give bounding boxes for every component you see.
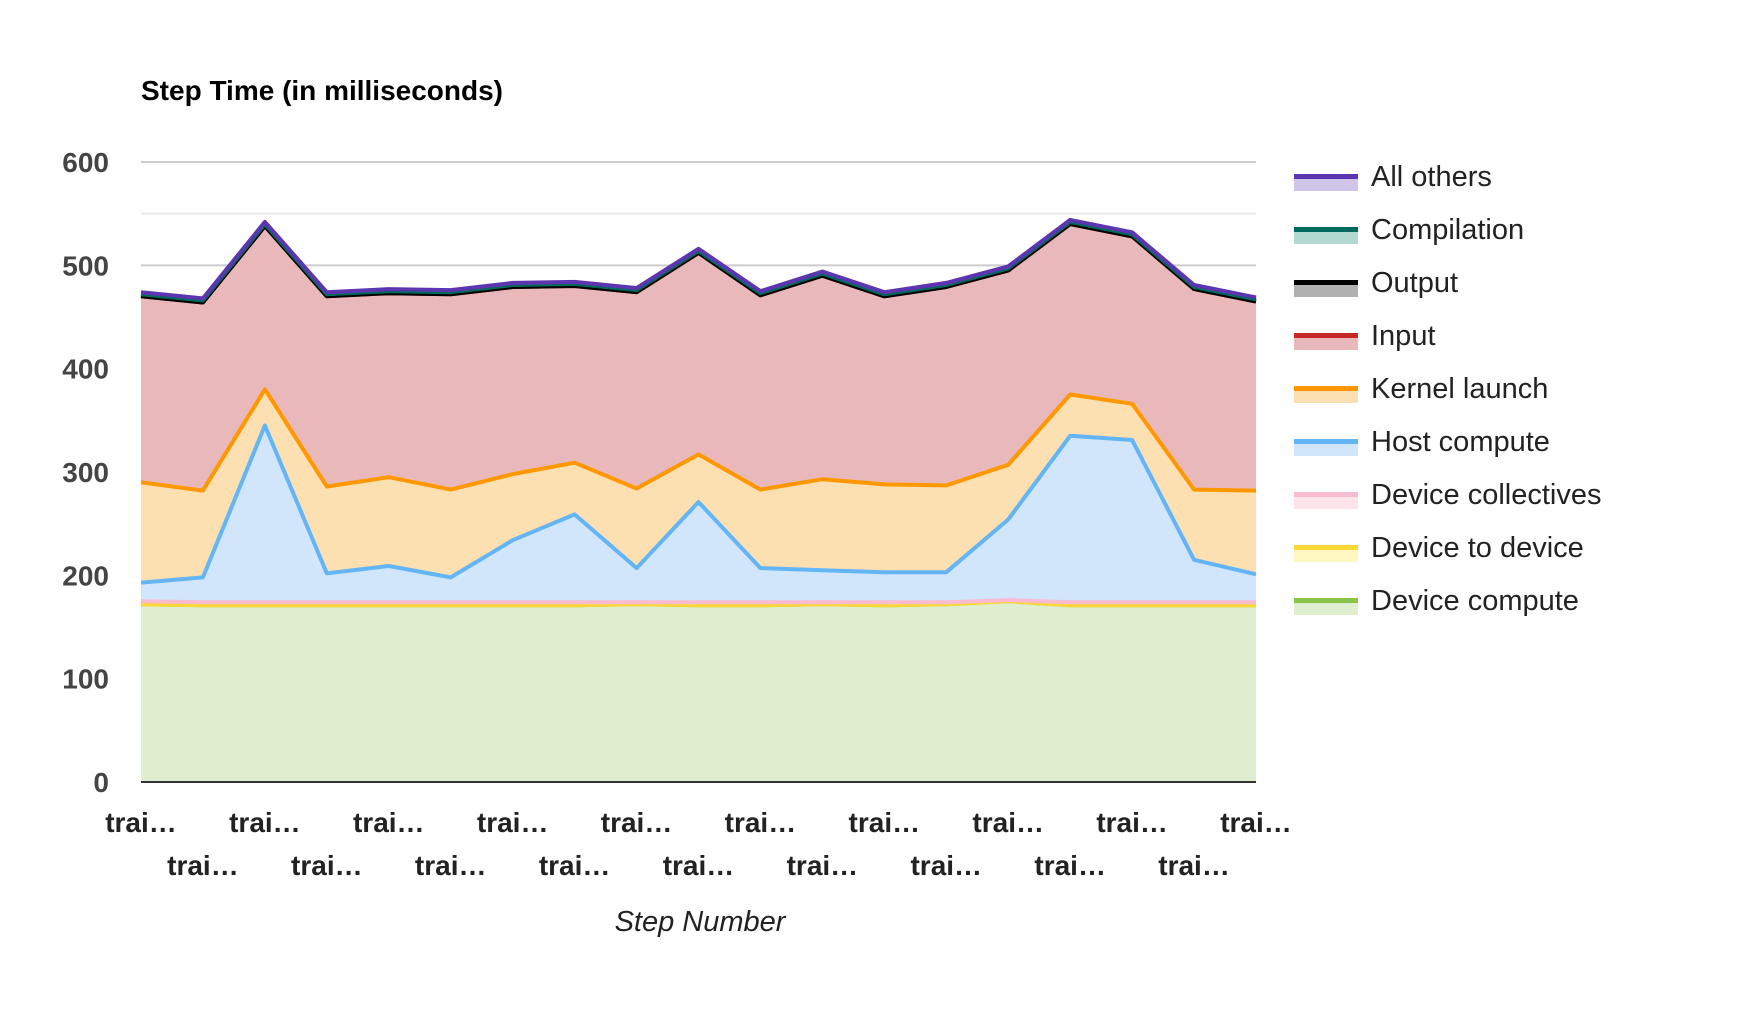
y-tick-label: 600 [62, 147, 109, 178]
legend-label: Compilation [1371, 214, 1524, 246]
line-device-to-device [140, 599, 1256, 608]
legend-swatch-line [1294, 439, 1358, 444]
line-all-others [140, 217, 1257, 301]
legend-swatch-fill [1294, 335, 1358, 350]
area-host-compute [141, 425, 1256, 603]
legend-swatch-fill [1294, 282, 1358, 297]
area-device-compute [141, 601, 1256, 782]
x-tick-label: trai… [972, 807, 1044, 838]
chart-title: Step Time (in milliseconds) [141, 75, 503, 106]
legend-swatch-fill [1294, 176, 1358, 191]
area-kernel-launch [141, 389, 1256, 583]
series-lines [140, 217, 1257, 608]
legend-item-all-others[interactable]: All others [1294, 161, 1492, 193]
legend-label: Device collectives [1371, 479, 1601, 511]
legend[interactable]: All others Compilation Output Input Kernel l… [1294, 161, 1601, 617]
legend-label: Kernel launch [1371, 373, 1548, 405]
x-tick-label: trai… [1096, 807, 1168, 838]
legend-swatch-fill [1294, 600, 1358, 615]
legend-label: Device compute [1371, 585, 1579, 617]
legend-swatch-fill [1294, 494, 1358, 509]
legend-swatch-fill [1294, 441, 1358, 456]
legend-label: Output [1371, 267, 1458, 299]
y-tick-label: 500 [62, 250, 109, 281]
legend-swatch-fill [1294, 229, 1358, 244]
legend-swatch-line [1294, 598, 1358, 603]
x-tick-label: trai… [415, 850, 487, 881]
legend-label: All others [1371, 161, 1492, 193]
x-tick-label: trai… [477, 807, 549, 838]
x-tick-label: trai… [1158, 850, 1230, 881]
x-tick-label: trai… [725, 807, 797, 838]
legend-swatch-line [1294, 386, 1358, 391]
legend-swatch-line [1294, 280, 1358, 285]
legend-swatch-line [1294, 545, 1358, 550]
legend-item-compilation[interactable]: Compilation [1294, 214, 1524, 246]
x-tick-label: trai… [105, 807, 177, 838]
legend-item-kernel-launch[interactable]: Kernel launch [1294, 373, 1548, 405]
x-tick-label: trai… [353, 807, 425, 838]
x-tick-label: trai… [849, 807, 921, 838]
x-tick-label: trai… [1034, 850, 1106, 881]
legend-swatch-line [1294, 227, 1358, 232]
x-tick-label: trai… [787, 850, 859, 881]
legend-item-device-collectives[interactable]: Device collectives [1294, 479, 1601, 511]
line-host-compute [140, 423, 1257, 585]
y-tick-label: 0 [93, 767, 109, 798]
legend-item-output[interactable]: Output [1294, 267, 1458, 299]
line-device-collectives [140, 598, 1256, 605]
area-input [141, 224, 1256, 491]
y-tick-labels: 0 100 200 300 400 500 600 [62, 147, 109, 798]
legend-label: Device to device [1371, 532, 1584, 564]
x-tick-labels: trai… trai… trai… trai… trai… trai… trai… trai…… [105, 807, 1292, 881]
x-tick-label: trai… [167, 850, 239, 881]
x-tick-label: trai… [291, 850, 363, 881]
legend-swatch-line [1294, 333, 1358, 338]
y-tick-label: 200 [62, 560, 109, 591]
stacked-areas [141, 219, 1256, 782]
legend-swatch-line [1294, 174, 1358, 179]
legend-item-device-compute[interactable]: Device compute [1294, 585, 1579, 617]
legend-swatch-fill [1294, 547, 1358, 562]
legend-label: Host compute [1371, 426, 1550, 458]
legend-item-input[interactable]: Input [1294, 320, 1436, 352]
y-tick-label: 300 [62, 457, 109, 488]
y-tick-label: 400 [62, 354, 109, 385]
y-tick-label: 100 [62, 664, 109, 695]
x-tick-label: trai… [229, 807, 301, 838]
legend-item-host-compute[interactable]: Host compute [1294, 426, 1550, 458]
legend-swatch-fill [1294, 388, 1358, 403]
x-tick-label: trai… [663, 850, 735, 881]
legend-swatch-line [1294, 492, 1358, 497]
x-axis-label: Step Number [615, 906, 787, 938]
x-tick-label: trai… [1220, 807, 1292, 838]
legend-label: Input [1371, 320, 1436, 352]
legend-item-device-to-device[interactable]: Device to device [1294, 532, 1584, 564]
x-tick-label: trai… [539, 850, 611, 881]
x-tick-label: trai… [910, 850, 982, 881]
line-kernel-launch [140, 387, 1257, 493]
x-tick-label: trai… [601, 807, 673, 838]
